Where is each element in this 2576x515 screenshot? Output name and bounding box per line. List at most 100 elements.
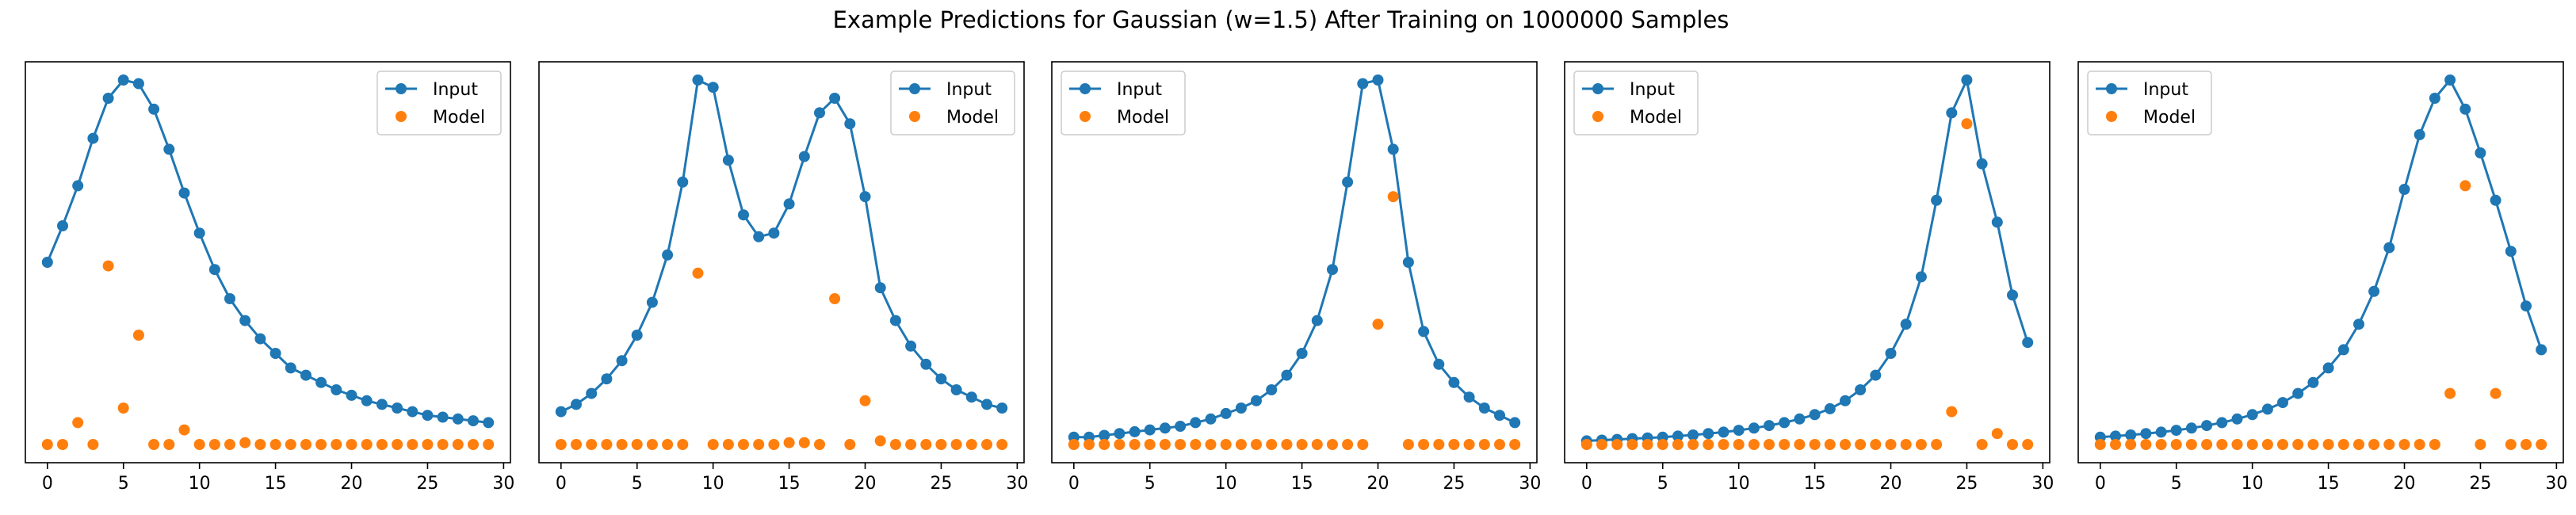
- model-point: [1190, 439, 1202, 450]
- model-point: [1855, 439, 1867, 450]
- x-tick-label: 0: [42, 474, 53, 494]
- input-point: [163, 143, 175, 155]
- input-point: [1296, 348, 1308, 359]
- model-point: [616, 439, 628, 450]
- x-tick-label: 0: [1581, 474, 1592, 494]
- model-point: [1931, 439, 1943, 450]
- model-point: [1580, 439, 1592, 450]
- model-point: [1626, 439, 1638, 450]
- input-point: [87, 132, 99, 144]
- model-point: [1779, 439, 1791, 450]
- input-point: [1357, 78, 1369, 90]
- input-point: [1900, 319, 1912, 330]
- model-point: [1266, 439, 1278, 450]
- model-point: [2022, 439, 2034, 450]
- model-point: [2007, 439, 2018, 450]
- model-point: [178, 424, 190, 436]
- x-tick-label: 10: [2242, 474, 2264, 494]
- model-point: [87, 439, 99, 450]
- input-point: [2140, 428, 2152, 440]
- x-tick-label: 20: [854, 474, 877, 494]
- input-point: [1220, 407, 1232, 419]
- model-point: [1840, 439, 1851, 450]
- input-point: [935, 373, 947, 385]
- model-point: [1251, 439, 1262, 450]
- model-point: [814, 439, 825, 450]
- input-point: [1144, 424, 1156, 436]
- model-point: [2246, 439, 2258, 450]
- input-point: [829, 93, 841, 104]
- model-point: [2429, 439, 2440, 450]
- x-tick-label: 20: [341, 474, 363, 494]
- input-point: [2459, 103, 2471, 115]
- model-point: [1494, 439, 1505, 450]
- model-point: [102, 260, 114, 272]
- model-point: [483, 439, 495, 450]
- model-point: [2475, 439, 2486, 450]
- input-point: [905, 340, 917, 352]
- input-point: [2429, 93, 2440, 104]
- model-point: [1991, 428, 2003, 440]
- input-point: [783, 198, 795, 210]
- input-point: [2444, 74, 2456, 86]
- x-tick-label: 15: [2318, 474, 2340, 494]
- model-point: [208, 439, 220, 450]
- x-tick-label: 15: [1291, 474, 1313, 494]
- x-tick-label: 15: [1804, 474, 1826, 494]
- input-point: [1402, 257, 1414, 268]
- model-point: [738, 439, 749, 450]
- model-point: [1372, 319, 1384, 330]
- input-point: [1870, 369, 1882, 381]
- legend-model-marker: [1080, 111, 1091, 122]
- model-point: [2170, 439, 2182, 450]
- model-point: [1794, 439, 1806, 450]
- model-point: [1418, 439, 1430, 450]
- model-point: [1946, 406, 1958, 418]
- input-point: [2155, 426, 2167, 438]
- model-point: [1068, 439, 1080, 450]
- input-point: [965, 391, 977, 403]
- model-point: [2110, 439, 2121, 450]
- input-point: [1718, 426, 1729, 438]
- model-point: [631, 439, 643, 450]
- model-point: [117, 402, 129, 414]
- input-point: [300, 369, 311, 381]
- input-point: [346, 389, 357, 401]
- model-point: [2185, 439, 2197, 450]
- model-point: [57, 439, 68, 450]
- input-point: [269, 348, 281, 359]
- model-point: [1809, 439, 1821, 450]
- input-point: [1976, 158, 1988, 170]
- model-point: [2094, 439, 2106, 450]
- axes-frame: [1051, 61, 1538, 464]
- input-point: [1235, 402, 1247, 414]
- model-point: [269, 439, 281, 450]
- model-point: [1084, 439, 1095, 450]
- input-point: [331, 384, 342, 395]
- input-point: [2185, 422, 2197, 434]
- legend-input-marker: [396, 83, 407, 94]
- model-point: [1448, 439, 1460, 450]
- figure-title: Example Predictions for Gaussian (w=1.5)…: [833, 6, 1729, 33]
- x-tick-label: 15: [265, 474, 287, 494]
- input-point: [1478, 402, 1490, 414]
- model-point: [1748, 439, 1760, 450]
- x-tick-label: 0: [2095, 474, 2106, 494]
- input-point: [2398, 184, 2410, 195]
- legend: Input Model: [2087, 71, 2212, 135]
- input-point: [148, 103, 160, 115]
- input-point: [1915, 271, 1927, 283]
- legend: Input Model: [376, 71, 502, 135]
- input-point: [452, 413, 464, 425]
- model-point: [662, 439, 674, 450]
- input-point: [315, 376, 327, 388]
- model-point: [361, 439, 373, 450]
- input-point: [2277, 397, 2288, 409]
- input-point: [1794, 413, 1806, 425]
- input-point: [601, 373, 613, 385]
- x-tick-label: 5: [632, 474, 643, 494]
- model-point: [859, 395, 871, 406]
- model-point: [331, 439, 342, 450]
- model-point: [2155, 439, 2167, 450]
- input-point: [132, 78, 144, 90]
